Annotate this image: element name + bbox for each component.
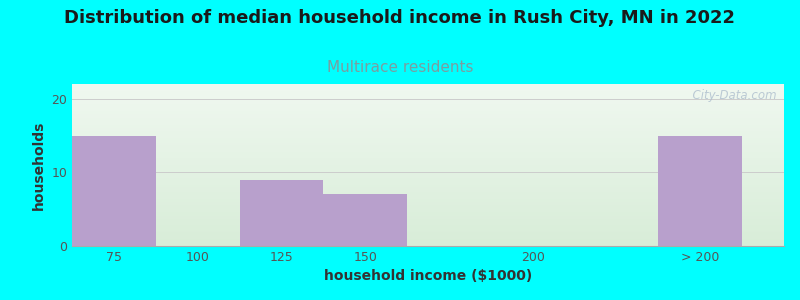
Bar [72,136,156,246]
Bar [323,194,407,246]
Y-axis label: households: households [32,120,46,210]
Bar [658,136,742,246]
Text: Distribution of median household income in Rush City, MN in 2022: Distribution of median household income … [65,9,735,27]
Text: Multirace residents: Multirace residents [326,60,474,75]
Bar [239,180,323,246]
X-axis label: household income ($1000): household income ($1000) [324,269,532,284]
Text: City-Data.com: City-Data.com [686,89,777,102]
